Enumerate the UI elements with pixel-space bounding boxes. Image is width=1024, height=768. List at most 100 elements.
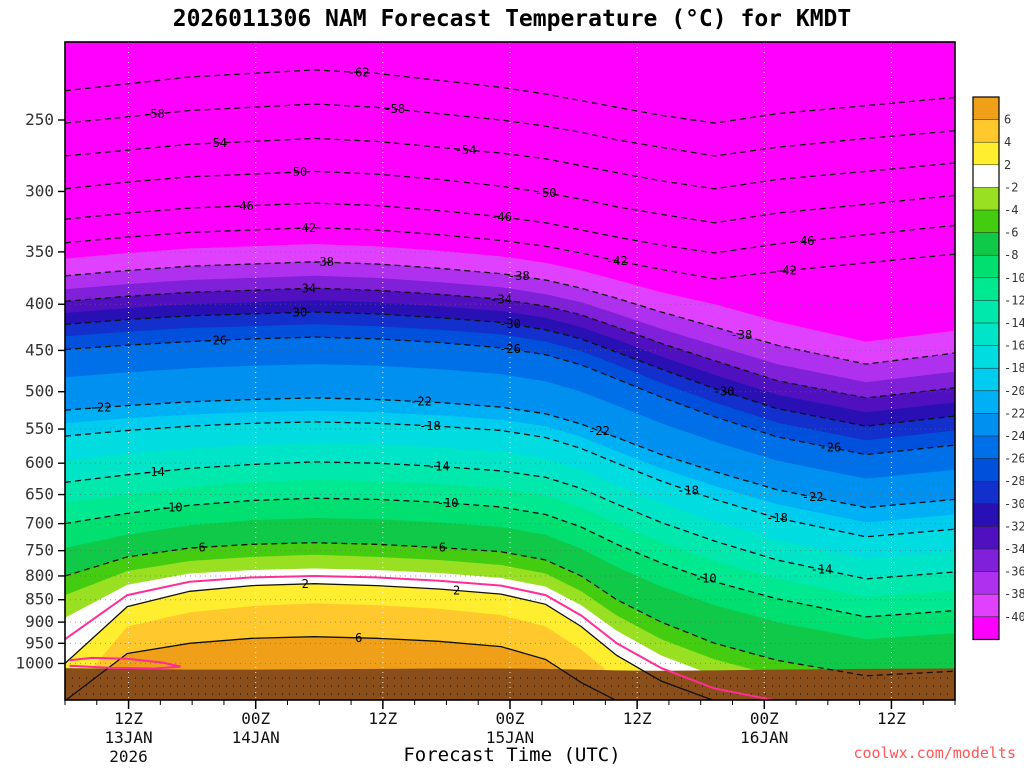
colorbar: 6 4 2 -2 -4 -6 -8 -10 -12 -14 -16 -18 -20 -22 -24 -26 -2…	[972, 96, 1024, 641]
svg-text:750: 750	[25, 541, 54, 560]
svg-text:300: 300	[25, 181, 54, 200]
svg-text:-6: -6	[432, 541, 446, 555]
svg-text:-38: -38	[312, 255, 334, 269]
svg-text:4: 4	[1004, 135, 1011, 149]
svg-text:6: 6	[1004, 113, 1011, 127]
svg-text:12Z: 12Z	[368, 709, 397, 728]
svg-text:-14: -14	[428, 459, 450, 473]
svg-text:-54: -54	[455, 143, 477, 157]
svg-text:-34: -34	[1004, 542, 1024, 556]
svg-text:700: 700	[25, 514, 54, 533]
svg-text:-14: -14	[1004, 316, 1024, 330]
svg-text:12Z: 12Z	[877, 709, 906, 728]
svg-text:-30: -30	[713, 384, 735, 398]
svg-text:16JAN: 16JAN	[740, 728, 788, 747]
svg-text:-14: -14	[811, 563, 833, 577]
svg-text:900: 900	[25, 612, 54, 631]
svg-text:-42: -42	[775, 264, 797, 278]
svg-text:-26: -26	[1004, 452, 1024, 466]
svg-text:14JAN: 14JAN	[232, 728, 280, 747]
svg-text:-26: -26	[205, 333, 227, 347]
svg-text:-6: -6	[1004, 226, 1018, 240]
svg-text:-58: -58	[383, 102, 405, 116]
svg-text:550: 550	[25, 419, 54, 438]
svg-text:-26: -26	[499, 342, 521, 356]
svg-text:500: 500	[25, 382, 54, 401]
svg-text:-18: -18	[766, 511, 788, 525]
svg-text:-24: -24	[1004, 429, 1024, 443]
svg-text:-6: -6	[191, 541, 205, 555]
svg-text:1000: 1000	[15, 653, 54, 672]
svg-text:650: 650	[25, 485, 54, 504]
svg-text:-42: -42	[294, 221, 316, 235]
svg-text:600: 600	[25, 453, 54, 472]
svg-text:-32: -32	[1004, 519, 1024, 533]
svg-text:-22: -22	[802, 490, 824, 504]
svg-text:2: 2	[453, 583, 460, 597]
svg-text:-42: -42	[606, 254, 628, 268]
svg-text:00Z: 00Z	[241, 709, 270, 728]
chart-title: 2026011306 NAM Forecast Temperature (°C)…	[172, 6, 852, 32]
svg-text:-58: -58	[143, 107, 165, 121]
svg-text:850: 850	[25, 590, 54, 609]
svg-text:-10: -10	[437, 496, 459, 510]
svg-text:-30: -30	[286, 306, 308, 320]
svg-text:-34: -34	[294, 282, 316, 296]
svg-text:-46: -46	[490, 210, 512, 224]
svg-text:-38: -38	[731, 328, 753, 342]
svg-text:450: 450	[25, 340, 54, 359]
svg-text:250: 250	[25, 110, 54, 129]
svg-text:-40: -40	[1004, 610, 1024, 624]
svg-text:-28: -28	[1004, 474, 1024, 488]
svg-text:13JAN: 13JAN	[104, 728, 152, 747]
svg-text:-26: -26	[820, 441, 842, 455]
svg-text:00Z: 00Z	[496, 709, 525, 728]
contour-field: -62-58 -58-54 -54-50-50-46-46-46-42-42-42-…	[65, 42, 955, 700]
svg-text:-14: -14	[143, 465, 165, 479]
svg-text:950: 950	[25, 633, 54, 652]
svg-text:-50: -50	[535, 186, 557, 200]
svg-text:-12: -12	[1004, 293, 1024, 307]
svg-text:6: 6	[355, 631, 362, 645]
svg-text:2: 2	[302, 577, 309, 591]
svg-text:-18: -18	[419, 419, 441, 433]
svg-text:2: 2	[1004, 158, 1011, 172]
svg-text:-30: -30	[499, 317, 521, 331]
svg-text:-50: -50	[286, 165, 308, 179]
svg-text:12Z: 12Z	[623, 709, 652, 728]
svg-text:-22: -22	[1004, 406, 1024, 420]
svg-text:-36: -36	[1004, 565, 1024, 579]
svg-text:-38: -38	[508, 269, 530, 283]
svg-text:-20: -20	[1004, 384, 1024, 398]
svg-text:-22: -22	[410, 395, 432, 409]
svg-text:-62: -62	[348, 65, 370, 79]
watermark-link[interactable]: coolwx.com/modelts	[853, 744, 1016, 762]
svg-text:-18: -18	[1004, 361, 1024, 375]
svg-text:-2: -2	[1004, 180, 1018, 194]
svg-text:00Z: 00Z	[750, 709, 779, 728]
svg-text:-10: -10	[695, 572, 717, 586]
svg-text:2026: 2026	[109, 747, 148, 766]
svg-text:350: 350	[25, 242, 54, 261]
svg-text:12Z: 12Z	[114, 709, 143, 728]
svg-text:-8: -8	[1004, 248, 1018, 262]
x-axis-title: Forecast Time (UTC)	[403, 744, 621, 766]
svg-text:-34: -34	[490, 292, 512, 306]
svg-text:-10: -10	[161, 501, 183, 515]
svg-text:800: 800	[25, 566, 54, 585]
svg-text:-4: -4	[1004, 203, 1018, 217]
svg-text:-22: -22	[90, 401, 112, 415]
svg-text:-30: -30	[1004, 497, 1024, 511]
svg-text:-38: -38	[1004, 587, 1024, 601]
svg-text:15JAN: 15JAN	[486, 728, 534, 747]
svg-text:-46: -46	[793, 234, 815, 248]
svg-text:-18: -18	[677, 483, 699, 497]
svg-text:400: 400	[25, 294, 54, 313]
svg-text:-16: -16	[1004, 339, 1024, 353]
svg-text:-54: -54	[205, 136, 227, 150]
svg-text:-46: -46	[232, 199, 254, 213]
svg-text:-22: -22	[588, 424, 610, 438]
svg-text:-10: -10	[1004, 271, 1024, 285]
